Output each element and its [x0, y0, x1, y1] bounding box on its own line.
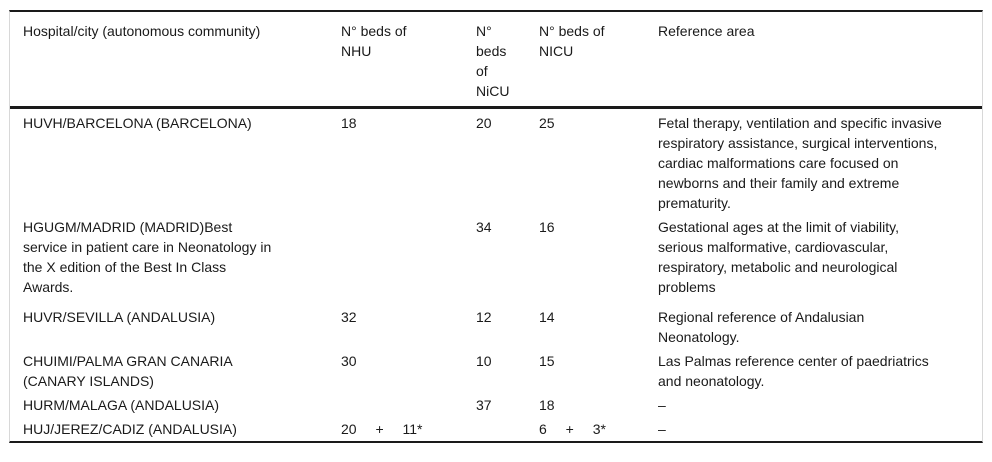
cell-nicu-intermediate-beds: 20	[476, 115, 492, 131]
col-header-nicu-intensive-beds: N° beds of NICU	[539, 12, 658, 109]
cell-nhu-beds: 30	[341, 353, 357, 369]
cell-nicu-intermediate-beds: 12	[476, 309, 492, 325]
table-row: HUVR/SEVILLA (ANDALUSIA) 32 12 14 Region…	[10, 305, 982, 349]
cell-reference-area: –	[658, 397, 666, 413]
col-header-hospital: Hospital/city (autonomous community)	[10, 12, 341, 109]
cell-nhu-beds: 32	[341, 309, 357, 325]
col-header-nhu-beds: N° beds of NHU	[341, 12, 476, 109]
cell-reference-area: Regional reference of Andalusian Neonato…	[658, 309, 865, 345]
cell-hospital: HURM/MALAGA (ANDALUSIA)	[23, 397, 220, 413]
hospitals-table: Hospital/city (autonomous community) N° …	[9, 10, 983, 443]
col-header-reference-area: Reference area	[658, 12, 982, 109]
table-row: CHUIMI/PALMA GRAN CANARIA (CANARY ISLAND…	[10, 349, 982, 393]
header-row: Hospital/city (autonomous community) N° …	[10, 12, 982, 109]
cell-reference-area: Gestational ages at the limit of viabili…	[658, 219, 899, 295]
cell-nicu-intensive-beds: 14	[539, 309, 555, 325]
cell-nhu-beds	[341, 215, 476, 305]
cell-nhu-beds	[341, 393, 476, 417]
table-row: HGUGM/MADRID (MADRID)Best service in pat…	[10, 215, 982, 305]
cell-reference-area: Las Palmas reference center of paedriatr…	[658, 353, 929, 389]
cell-hospital: HUJ/JEREZ/CADIZ (ANDALUSIA)	[23, 421, 237, 437]
cell-nicu-intermediate-beds: 10	[476, 353, 492, 369]
cell-nicu-intensive-beds: 25	[539, 115, 555, 131]
cell-nhu-beds: 20 + 11*	[341, 421, 423, 437]
cell-nicu-intermediate-beds: 34	[476, 219, 492, 235]
col-header-nicu-intermediate-beds: N° beds of NiCU	[476, 12, 539, 109]
cell-nicu-intensive-beds: 15	[539, 353, 555, 369]
cell-reference-area: –	[658, 421, 666, 437]
cell-hospital: HUVH/BARCELONA (BARCELONA)	[23, 115, 252, 131]
cell-nicu-intensive-beds: 16	[539, 219, 555, 235]
cell-hospital: HUVR/SEVILLA (ANDALUSIA)	[23, 309, 216, 325]
cell-nicu-intermediate-beds: 37	[476, 397, 492, 413]
cell-nicu-intermediate-beds	[476, 417, 539, 441]
cell-nhu-beds: 18	[341, 115, 357, 131]
cell-nicu-intensive-beds: 18	[539, 397, 555, 413]
table-row: HURM/MALAGA (ANDALUSIA) 37 18 –	[10, 393, 982, 417]
cell-hospital: HGUGM/MADRID (MADRID)Best service in pat…	[23, 219, 272, 295]
cell-nicu-intensive-beds: 6 + 3*	[539, 421, 606, 437]
table-row: HUJ/JEREZ/CADIZ (ANDALUSIA) 20 + 11* 6 +…	[10, 417, 982, 441]
cell-hospital: CHUIMI/PALMA GRAN CANARIA (CANARY ISLAND…	[23, 353, 233, 389]
hospitals-table-grid: Hospital/city (autonomous community) N° …	[10, 12, 982, 441]
cell-reference-area: Fetal therapy, ventilation and specific …	[658, 115, 942, 211]
table-row: HUVH/BARCELONA (BARCELONA) 18 20 25 Feta…	[10, 108, 982, 216]
